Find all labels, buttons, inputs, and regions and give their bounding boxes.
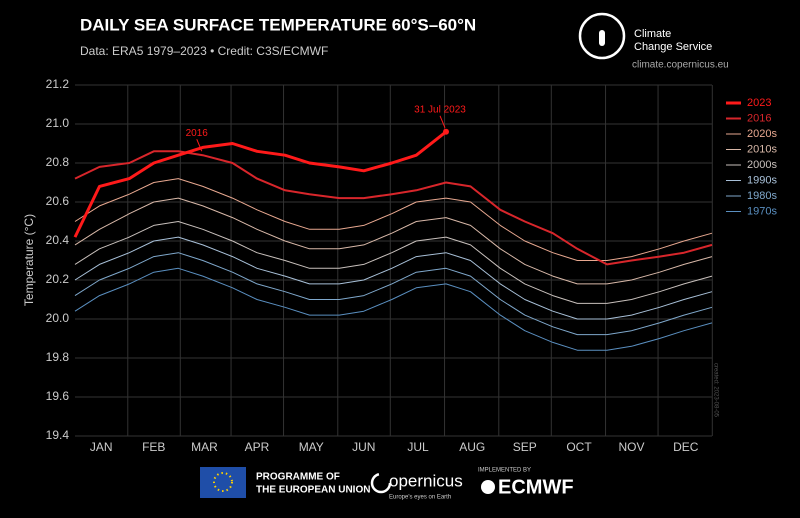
logo-text: Change Service xyxy=(634,41,712,53)
logo-url: climate.copernicus.eu xyxy=(632,60,729,71)
legend-label: 1980s xyxy=(747,190,777,202)
chart-title: DAILY SEA SURFACE TEMPERATURE 60°S–60°N xyxy=(80,15,476,34)
footer: PROGRAMME OF THE EUROPEAN UNION opernicu… xyxy=(200,467,574,501)
ecmwf-icon xyxy=(481,480,495,494)
x-tick-label: JAN xyxy=(90,440,113,454)
x-tick-label: OCT xyxy=(566,440,592,454)
legend-label: 2023 xyxy=(747,97,771,109)
legend-label: 1990s xyxy=(747,174,777,186)
copernicus-tag: Europe's eyes on Earth xyxy=(389,495,451,501)
y-tick-label: 20.8 xyxy=(46,155,70,169)
eu-flag xyxy=(200,467,246,498)
series-line xyxy=(74,150,713,266)
x-tick-label: MAY xyxy=(299,440,324,454)
legend-label: 2016 xyxy=(747,112,771,124)
c3s-logo: Climate Change Service climate.copernicu… xyxy=(578,12,729,71)
series-line xyxy=(74,221,713,304)
y-tick-label: 21.0 xyxy=(46,116,70,130)
y-tick-label: 19.4 xyxy=(46,428,70,442)
eu-text: PROGRAMME OF xyxy=(256,472,340,483)
y-tick-label: 20.2 xyxy=(46,272,70,286)
annotation-arrow xyxy=(196,139,203,152)
series-line xyxy=(74,267,713,351)
x-tick-label: JUL xyxy=(407,440,429,454)
x-tick-label: AUG xyxy=(459,440,485,454)
legend-label: 2000s xyxy=(747,159,777,171)
legend-label: 2020s xyxy=(747,128,777,140)
series-line xyxy=(74,178,713,261)
chart-subtitle: Data: ERA5 1979–2023 • Credit: C3S/ECMWF xyxy=(80,44,328,58)
y-tick-label: 20.0 xyxy=(46,311,70,325)
annotation-arrow xyxy=(439,115,446,128)
legend-label: 2010s xyxy=(747,143,777,155)
copernicus-c xyxy=(370,472,392,494)
y-tick-label: 19.8 xyxy=(46,350,70,364)
eu-text: THE EUROPEAN UNION xyxy=(256,485,370,496)
note: created: 2023-08-05 xyxy=(712,363,718,418)
y-tick-label: 19.6 xyxy=(46,389,70,403)
x-tick-label: NOV xyxy=(618,440,644,454)
x-tick-label: FEB xyxy=(142,440,165,454)
logo-thermo xyxy=(599,30,605,46)
y-axis-label: Temperature (°C) xyxy=(22,214,36,306)
series-line xyxy=(74,236,713,320)
x-tick-label: JUN xyxy=(352,440,375,454)
copernicus-text: opernicus xyxy=(389,471,463,490)
implemented-text: IMPLEMENTED BY xyxy=(478,468,531,474)
y-tick-label: 20.4 xyxy=(46,233,70,247)
annotation-dot xyxy=(443,128,449,135)
y-tick-label: 20.6 xyxy=(46,194,70,208)
y-tick-label: 21.2 xyxy=(46,77,70,91)
x-tick-label: DEC xyxy=(673,440,699,454)
logo-ring xyxy=(578,12,626,60)
eu-stars xyxy=(213,472,233,492)
x-tick-label: APR xyxy=(245,440,270,454)
x-tick-label: MAR xyxy=(191,440,218,454)
annotation: 31 Jul 2023 xyxy=(414,104,466,115)
series-line xyxy=(74,197,713,285)
legend-label: 1970s xyxy=(747,205,777,217)
logo-text: Climate xyxy=(634,28,671,40)
ecmwf-text: ECMWF xyxy=(498,476,574,498)
annotation: 2016 xyxy=(186,128,209,139)
x-tick-label: SEP xyxy=(513,440,537,454)
series-line xyxy=(73,130,447,238)
plot-area xyxy=(75,85,712,436)
series-line xyxy=(74,252,713,336)
